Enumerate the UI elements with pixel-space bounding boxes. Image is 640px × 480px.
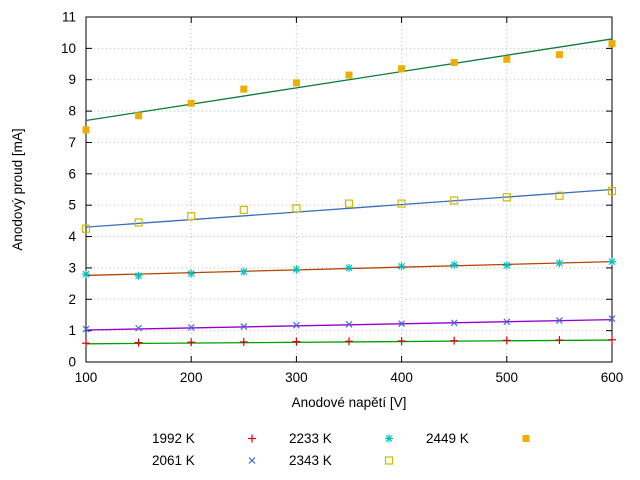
x-tick-label: 200 bbox=[180, 370, 203, 385]
marker-stroke bbox=[345, 264, 353, 272]
marker-stroke bbox=[503, 261, 511, 269]
marker-stroke bbox=[187, 324, 195, 331]
marker-square bbox=[239, 205, 248, 214]
series-points-2233K bbox=[82, 257, 616, 280]
y-tick-label: 8 bbox=[68, 104, 76, 119]
marker-stroke bbox=[608, 258, 616, 266]
marker-square bbox=[398, 65, 406, 73]
legend-marker-2343K bbox=[384, 456, 394, 465]
y-axis-label: Anodový proud [mA] bbox=[10, 128, 25, 250]
marker-square bbox=[187, 99, 195, 107]
legend-label-2343K: 2343 K bbox=[289, 453, 332, 468]
y-tick-label: 11 bbox=[62, 10, 76, 25]
grid-lines bbox=[85, 16, 613, 363]
marker-square bbox=[555, 191, 564, 200]
y-tick-label: 5 bbox=[68, 198, 76, 213]
legend bbox=[248, 434, 530, 465]
x-tick-label: 600 bbox=[601, 370, 624, 385]
marker-stroke bbox=[248, 457, 256, 464]
marker-stroke bbox=[135, 272, 143, 280]
marker-square bbox=[502, 193, 511, 202]
series-points-2061K bbox=[82, 315, 616, 333]
marker-square bbox=[344, 199, 354, 208]
y-tick-label: 3 bbox=[68, 260, 76, 275]
plot-border bbox=[85, 16, 613, 363]
marker-square bbox=[345, 71, 353, 79]
marker-square bbox=[522, 435, 530, 442]
marker-stroke bbox=[240, 268, 248, 276]
tick-marks bbox=[85, 16, 613, 363]
marker-stroke bbox=[385, 435, 393, 442]
marker-stroke bbox=[240, 323, 248, 330]
y-tick-label: 10 bbox=[61, 41, 76, 56]
marker-stroke bbox=[608, 315, 616, 323]
marker-square bbox=[292, 79, 300, 87]
marker-stroke bbox=[398, 262, 406, 270]
y-tick-label: 1 bbox=[68, 323, 76, 338]
marker-stroke bbox=[135, 324, 143, 332]
x-tick-label: 400 bbox=[390, 370, 413, 385]
marker-square bbox=[240, 85, 248, 93]
marker-stroke bbox=[187, 270, 195, 277]
x-tick-label: 300 bbox=[285, 370, 308, 385]
marker-square bbox=[134, 218, 143, 227]
marker-stroke bbox=[398, 320, 406, 328]
y-tick-label: 2 bbox=[68, 292, 76, 307]
marker-square bbox=[187, 212, 196, 221]
marker-stroke bbox=[555, 259, 563, 267]
marker-stroke bbox=[292, 321, 300, 329]
marker-square bbox=[384, 456, 394, 465]
marker-stroke bbox=[82, 325, 90, 333]
y-tick-label: 9 bbox=[68, 72, 76, 87]
marker-square bbox=[607, 186, 617, 196]
fit-line-2449K bbox=[85, 38, 613, 122]
y-tick-label: 7 bbox=[68, 135, 76, 150]
marker-square bbox=[608, 40, 616, 48]
legend-label-2233K: 2233 K bbox=[289, 431, 332, 446]
marker-square bbox=[135, 112, 143, 120]
legend-label-1992K: 1992 K bbox=[152, 431, 195, 446]
marker-square bbox=[450, 196, 459, 205]
marker-stroke bbox=[292, 266, 300, 273]
legend-marker-2061K bbox=[248, 457, 256, 464]
x-axis-label: Anodové napětí [V] bbox=[292, 395, 407, 410]
marker-square bbox=[397, 199, 406, 208]
legend-label-2061K: 2061 K bbox=[152, 453, 195, 468]
legend-marker-2449K bbox=[522, 435, 530, 442]
marker-square bbox=[82, 126, 90, 134]
legend-marker-1992K bbox=[248, 434, 256, 443]
marker-square bbox=[292, 204, 301, 213]
marker-stroke bbox=[82, 270, 90, 278]
y-tick-label: 6 bbox=[68, 166, 76, 181]
marker-stroke bbox=[503, 318, 511, 326]
marker-square bbox=[503, 55, 511, 63]
marker-stroke bbox=[450, 261, 458, 269]
marker-square bbox=[555, 51, 563, 59]
marker-stroke bbox=[555, 317, 563, 325]
x-tick-label: 500 bbox=[496, 370, 519, 385]
marker-stroke bbox=[450, 319, 458, 327]
y-tick-label: 0 bbox=[68, 355, 76, 370]
marker-square bbox=[81, 224, 91, 233]
y-tick-label: 4 bbox=[68, 229, 76, 244]
series-points-1992K bbox=[82, 335, 616, 348]
x-tick-label: 100 bbox=[75, 370, 98, 385]
marker-square bbox=[450, 58, 458, 66]
legend-label-2449K: 2449 K bbox=[426, 431, 469, 446]
fit-line-2343K bbox=[85, 188, 613, 228]
series-points-2449K bbox=[82, 40, 616, 134]
legend-marker-2233K bbox=[385, 434, 393, 443]
marker-stroke bbox=[345, 320, 353, 328]
series-points-2343K bbox=[81, 186, 617, 233]
